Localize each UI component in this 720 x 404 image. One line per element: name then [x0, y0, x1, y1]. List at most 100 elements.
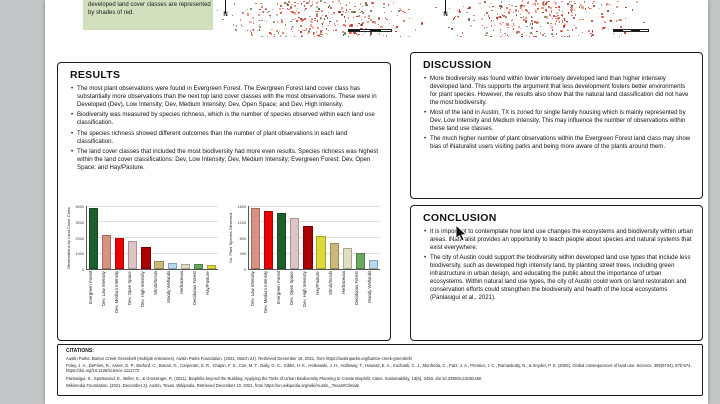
gridline: [249, 252, 380, 254]
legend-note: developed land cover classes are represe…: [83, 0, 216, 30]
citation-entry: Austin Parks. Barton Creek Greenbelt (mu…: [66, 355, 412, 361]
discussion-title: DISCUSSION: [423, 59, 492, 71]
x-tick-label: Evergreen Forest: [87, 271, 93, 305]
y-axis-ticks: 0 400 800 1200 1600: [235, 205, 248, 272]
north-label: N: [443, 12, 448, 18]
discussion-section: DISCUSSION • More biodiversity was found …: [410, 52, 703, 199]
bar-dev-high-intensity: [141, 246, 151, 269]
x-axis-labels: Evergreen Forest Dev, Low Intensity Dev, M…: [86, 271, 218, 335]
north-label: N: [223, 12, 228, 18]
x-axis-labels: Dev, Low Intensity Dev, Medium Intensity E…: [248, 271, 380, 335]
bullet-point: • The land cover classes that included th…: [71, 148, 382, 172]
bar-shrub-scrub: [154, 261, 164, 269]
y-axis-label: Observations by Land Cover Class: [66, 207, 71, 269]
bar-evergreen-forest: [88, 207, 99, 269]
bullet-text: The much higher number of plant observat…: [430, 135, 691, 151]
mouse-cursor: [455, 224, 468, 242]
y-tick-label: 2000: [75, 236, 84, 241]
gridline: [87, 221, 218, 222]
x-tick-label: Hay/Pasture: [205, 271, 211, 295]
north-arrow-shaft: [445, 0, 446, 13]
bar-woody-wetlands: [368, 259, 379, 269]
bullet-marker: •: [71, 147, 74, 155]
bullet-marker: •: [424, 228, 427, 235]
bullet-marker: •: [71, 129, 74, 137]
land-cover-map-2: N: [433, 0, 651, 37]
x-tick-label: Herbaceous: [179, 271, 185, 295]
bullet-text: It is important to contemplate how land …: [430, 228, 694, 251]
bar-dev-high-intensity: [303, 226, 313, 269]
gridline: [87, 205, 218, 206]
bar-dev-medium-intensity: [264, 210, 274, 269]
bullet-point: • The species richness showed different o…: [71, 130, 382, 146]
bar-hay-pasture: [316, 236, 326, 269]
map-scale-bar: [613, 29, 649, 32]
bullet-marker: •: [424, 135, 427, 143]
x-tick-label: Dev, Medium Intensity: [113, 271, 119, 314]
bar-deciduous-forest: [355, 253, 365, 269]
bar-evergreen-forest: [277, 212, 287, 269]
citations-title: CITATIONS:: [66, 348, 94, 354]
gridline: [87, 237, 218, 238]
bullet-marker: •: [71, 85, 74, 92]
x-tick-label: Woody Wetlands: [367, 271, 373, 304]
bullet-point: • Most of the land in Austin, TX is zoned…: [424, 109, 694, 133]
species-richness-bar-chart: No. Plant Species Observed 0 400 800 1200 16…: [228, 205, 384, 338]
x-tick-label: Hay/Pasture: [315, 271, 321, 295]
plot-area: [248, 205, 380, 270]
poster-slide: developed land cover classes are represe…: [45, 0, 708, 404]
conclusion-title: CONCLUSION: [423, 212, 497, 224]
bullet-point: • It is important to contemplate how land…: [424, 228, 694, 252]
gridline: [249, 237, 380, 238]
bar-dev-open-space: [290, 217, 300, 269]
x-tick-label: Woody Wetlands: [166, 271, 172, 304]
y-tick-label: 0: [81, 268, 84, 272]
x-tick-label: Dev, Low Intensity: [100, 271, 106, 306]
results-title: RESULTS: [70, 69, 121, 81]
bar-dev-low-intensity: [250, 207, 261, 269]
bullet-text: The most plant observations were found i…: [77, 85, 377, 108]
x-tick-label: Dev, Open Space: [126, 271, 132, 305]
bar-dev-open-space: [128, 240, 138, 269]
y-axis-ticks: 0 1000 2000 3000 4000: [73, 205, 86, 272]
x-tick-label: Dev, Medium Intensity: [262, 271, 268, 314]
bullet-marker: •: [424, 109, 427, 117]
y-tick-label: 0: [243, 268, 246, 272]
y-tick-label: 1000: [75, 252, 84, 257]
gridline: [87, 252, 218, 254]
y-tick-label: 3000: [75, 220, 84, 225]
bullet-text: Most of the land in Austin, TX is zoned …: [430, 109, 686, 133]
bar-herbaceous: [342, 248, 352, 269]
bullet-text: The species richness showed different ou…: [77, 129, 348, 145]
bar-woody-wetlands: [167, 262, 177, 269]
citations-section: CITATIONS: Austin Parks. Barton Creek Gr…: [57, 344, 703, 396]
x-tick-label: Dev, High Intensity: [301, 271, 307, 307]
citation-entry: Wikimedia Foundation. (2021, December 3)…: [66, 382, 360, 388]
bullet-point: • Biodiversity was measured by species ri…: [71, 111, 382, 127]
x-tick-label: Evergreen Forest: [275, 271, 281, 305]
y-tick-label: 800: [239, 236, 246, 241]
map-scale-bar: [348, 29, 392, 32]
bar-hay-pasture: [206, 265, 217, 269]
bar-herbaceous: [180, 263, 190, 269]
y-tick-label: 400: [239, 252, 246, 257]
y-axis-label: No. Plant Species Observed: [228, 212, 233, 264]
citation-entry: Panlasigui, S., Spotswood, E., Beller, E…: [66, 375, 482, 381]
y-tick-label: 1600: [237, 205, 246, 209]
citations-list: Austin Parks. Barton Creek Greenbelt (mu…: [58, 356, 702, 389]
x-tick-label: Dev, High Intensity: [139, 271, 145, 307]
bullet-text: Biodiversity was measured by species ric…: [77, 111, 375, 127]
x-tick-label: Dev, Low Intensity: [249, 271, 255, 306]
x-tick-label: Deciduous Forest: [354, 271, 360, 305]
y-tick-label: 4000: [75, 205, 84, 209]
x-tick-label: Herbaceous: [341, 271, 347, 295]
discussion-bullets: • More biodiversity was found within lowe…: [424, 75, 694, 151]
conclusion-section: CONCLUSION • It is important to contempla…: [410, 205, 703, 341]
gridline: [249, 205, 380, 206]
x-tick-label: Dev, Open Space: [288, 271, 294, 305]
observations-bar-chart: Observations by Land Cover Class 0 1000 20…: [66, 205, 222, 338]
gridline: [249, 221, 380, 222]
bullet-marker: •: [424, 254, 427, 262]
bar-shrub-scrub: [329, 242, 339, 269]
bullet-marker: •: [424, 75, 427, 82]
